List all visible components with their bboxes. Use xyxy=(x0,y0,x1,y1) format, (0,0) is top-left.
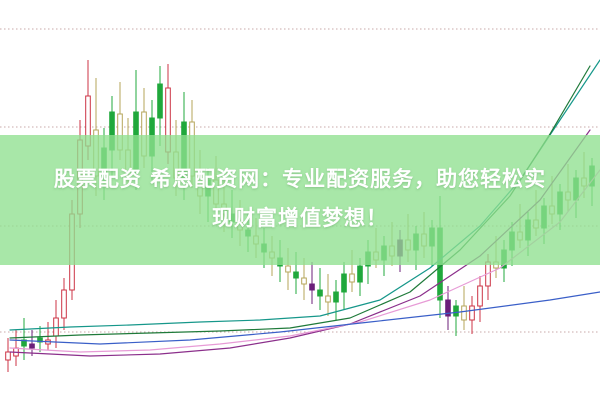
candle xyxy=(309,262,315,304)
candle-body xyxy=(461,305,467,321)
candle-body xyxy=(85,95,91,147)
candle-body xyxy=(109,111,115,151)
candle-body xyxy=(357,265,363,283)
candle-body xyxy=(61,289,67,319)
candle-body xyxy=(149,117,155,157)
candle-body xyxy=(445,299,451,317)
candle xyxy=(381,236,387,276)
candle-body xyxy=(349,273,355,283)
candle-body xyxy=(373,251,379,261)
candle-body xyxy=(269,251,275,259)
candle-body xyxy=(21,339,27,347)
candle-body xyxy=(333,291,339,303)
candle-body xyxy=(493,261,499,269)
candle-body xyxy=(405,239,411,251)
candle xyxy=(61,278,67,330)
candle-body xyxy=(301,277,307,285)
candle-body xyxy=(341,273,347,293)
candle-body xyxy=(37,337,43,343)
candle xyxy=(501,240,507,282)
candle-body xyxy=(389,245,395,257)
candle xyxy=(485,254,491,300)
candle-body xyxy=(381,245,387,261)
candle-body xyxy=(293,271,299,279)
candle xyxy=(357,258,363,296)
candle xyxy=(477,276,483,322)
promo-headline-line2: 现财富增值梦想！ xyxy=(212,206,388,230)
candle-body xyxy=(117,113,123,151)
candle xyxy=(461,286,467,330)
candle-body xyxy=(317,289,323,297)
candle xyxy=(21,318,27,360)
candle xyxy=(325,274,331,316)
candle xyxy=(53,300,59,348)
candle-body xyxy=(365,251,371,267)
candle xyxy=(445,286,451,330)
candle xyxy=(277,240,283,282)
candle xyxy=(85,60,91,160)
candle-body xyxy=(325,295,331,303)
candle xyxy=(333,280,339,320)
candle-body xyxy=(309,283,315,291)
candle xyxy=(453,300,459,336)
candle-body xyxy=(141,111,147,157)
candle xyxy=(157,66,163,146)
candle-body xyxy=(253,235,259,245)
candle-body xyxy=(437,227,443,301)
candle xyxy=(5,338,11,372)
ma-line-ma60 xyxy=(9,291,600,345)
candle-body xyxy=(53,317,59,337)
candle xyxy=(141,88,147,168)
candle-body xyxy=(29,343,35,349)
candle xyxy=(301,258,307,300)
candle xyxy=(269,236,275,276)
candle-body xyxy=(5,351,11,361)
candle xyxy=(365,240,371,284)
candle xyxy=(37,326,43,352)
candle xyxy=(469,296,475,334)
candle-body xyxy=(165,87,171,153)
candle xyxy=(349,250,355,292)
candle xyxy=(285,248,291,290)
candle-body xyxy=(157,83,163,119)
candle xyxy=(341,262,347,310)
candle-body xyxy=(453,305,459,317)
promo-headline-line1: 股票配资 希恩配资网：专业配资服务，助您轻松实 xyxy=(53,167,547,191)
candle xyxy=(293,252,299,294)
candle-body xyxy=(477,285,483,307)
candle-body xyxy=(469,305,475,321)
candle-body xyxy=(277,257,283,267)
candle-body xyxy=(397,239,403,257)
candle-body xyxy=(261,243,267,253)
candle-body xyxy=(285,265,291,273)
candle xyxy=(117,82,123,160)
candle xyxy=(317,268,323,310)
candle xyxy=(29,330,35,356)
candle xyxy=(165,64,171,164)
